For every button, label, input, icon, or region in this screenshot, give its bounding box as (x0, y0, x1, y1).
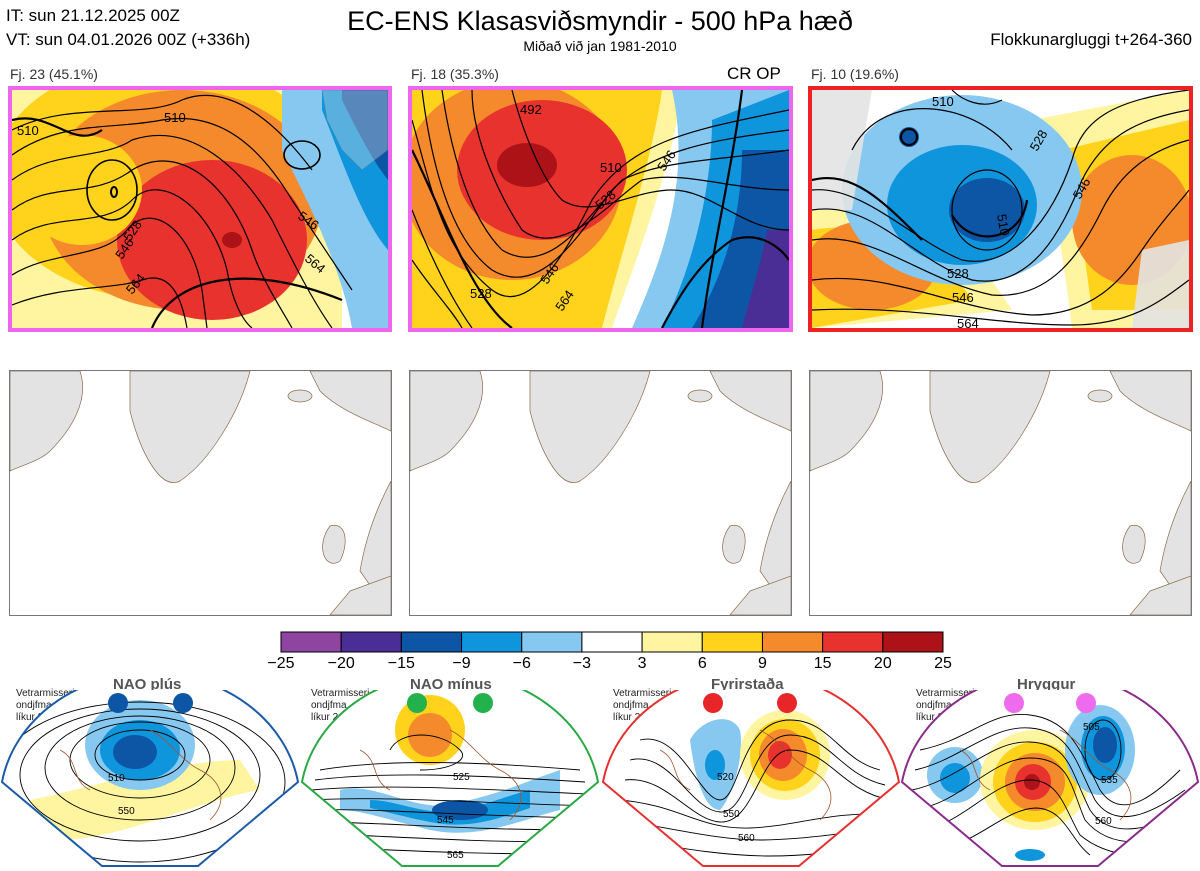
anomaly-shading (812, 90, 1189, 328)
contour-label: 492 (520, 102, 542, 117)
colorbar-tick-label: 3 (637, 655, 647, 672)
cluster-map-2: 492 510 528 546 546 564 528 (408, 86, 793, 332)
info-line: ondjfma (16, 700, 52, 711)
regime-map-nao-minus (302, 690, 598, 866)
classification-window: Flokkunargluggi t+264-360 (990, 30, 1192, 49)
contour-label: 510 (108, 773, 125, 784)
colorbar-tick-label: 20 (873, 655, 892, 672)
regime-map-ridge (902, 690, 1198, 866)
info-line: Vetrarmisseri (916, 688, 975, 699)
colorbar-tick-label: −15 (387, 655, 415, 672)
colorbar-segment (521, 631, 583, 653)
contour-label: 525 (453, 772, 470, 783)
regime-map-nao-plus (2, 690, 298, 866)
colorbar-tick-label: −20 (327, 655, 355, 672)
height-contours (12, 94, 353, 328)
regime-maps: 510 550 525 545 565 (0, 690, 1200, 867)
regime-title-nao-plus: NAO plús (113, 676, 182, 693)
contour-label: 535 (1101, 775, 1118, 786)
anomaly-colorbar (280, 631, 944, 653)
regime-marker (108, 693, 128, 713)
land-mask (321, 90, 388, 171)
base-map-2 (409, 370, 792, 616)
info-line: Vetrarmisseri (613, 688, 672, 699)
contour-label: 564 (957, 316, 979, 328)
fan-border (900, 690, 1200, 867)
contour-label: 550 (118, 806, 135, 817)
regime-marker (407, 693, 427, 713)
panel-2-tag: CR OP (727, 64, 781, 83)
colorbar-tick-label: −3 (572, 655, 592, 672)
colorbar-segment (882, 631, 944, 653)
cluster-map-3: 510 528 546 510 528 546 564 (808, 86, 1193, 332)
info-line: ondjfma (916, 700, 952, 711)
contour-label: 510 (994, 213, 1013, 237)
info-line: ondjfma (613, 700, 649, 711)
colorbar-tick-label: −25 (267, 655, 295, 672)
colorbar-segment (581, 631, 643, 653)
colorbar-segment (822, 631, 884, 653)
panel-3-label: Fj. 10 (19.6%) (811, 66, 899, 82)
fan-border (0, 690, 300, 867)
fan-border (300, 690, 600, 867)
contour-label: 510 (932, 94, 954, 109)
contour-label: 550 (723, 809, 740, 820)
colorbar-tick-label: 25 (934, 655, 952, 672)
colorbar-segment (641, 631, 703, 653)
colorbar-tick-label: 6 (697, 655, 707, 672)
colorbar-segment (461, 631, 523, 653)
contour-label: 528 (947, 266, 969, 281)
colorbar-tick-label: −6 (512, 655, 531, 672)
contour-label: 528 (470, 286, 492, 301)
page-subtitle: Miðað við jan 1981-2010 (523, 38, 677, 54)
height-contours (812, 90, 1189, 326)
contour-label: 560 (1095, 816, 1112, 827)
regime-marker (473, 693, 493, 713)
contour-label: 545 (437, 815, 454, 826)
colorbar-tick-label: 9 (758, 655, 767, 672)
colorbar-tick-label: 15 (813, 655, 832, 672)
contour-label: 565 (447, 850, 464, 861)
base-map-1 (9, 370, 392, 616)
cluster-map-1: 510 510 528 546 546 564 564 (8, 86, 392, 332)
regime-title-blocking: Fyrirstaða (711, 676, 784, 693)
colorbar-segment (400, 631, 463, 653)
fan-border (601, 690, 901, 867)
info-line: ondjfma (311, 700, 347, 711)
regime-marker (1004, 693, 1024, 713)
contour-label: 510 (17, 123, 39, 138)
info-line: Vetrarmisseri (16, 688, 75, 699)
panel-1-label: Fj. 23 (45.1%) (10, 66, 98, 82)
header-init-time: IT: sun 21.12.2025 00Z VT: sun 04.01.202… (6, 4, 250, 52)
contour-label: 505 (1083, 722, 1100, 733)
vt-line: VT: sun 04.01.2026 00Z (+336h) (6, 30, 251, 49)
regime-title-nao-minus: NAO mínus (410, 676, 492, 693)
contour-label: 510 (600, 160, 622, 175)
page-title: EC-ENS Klasasviðsmyndir - 500 hPa hæð (347, 6, 853, 36)
it-line: IT: sun 21.12.2025 00Z (6, 6, 180, 25)
contour-label: 520 (717, 772, 734, 783)
contour-label: 560 (738, 833, 755, 844)
contour-label: 546 (952, 290, 974, 305)
regime-marker (703, 693, 723, 713)
contour-label: 510 (164, 110, 186, 125)
colorbar-segment (701, 631, 763, 653)
regime-marker (173, 693, 193, 713)
colorbar-segment (280, 631, 342, 653)
colorbar-tick-label: −9 (452, 655, 471, 672)
panel-2-label: Fj. 18 (35.3%) (411, 66, 499, 82)
regime-marker (1076, 693, 1096, 713)
regime-title-ridge: Hryggur (1017, 676, 1076, 693)
base-map-3 (809, 370, 1192, 616)
info-line: Vetrarmisseri (311, 688, 370, 699)
height-contours (412, 90, 789, 328)
colorbar-segment (761, 631, 824, 653)
regime-marker (777, 693, 797, 713)
colorbar-segment (340, 631, 402, 653)
